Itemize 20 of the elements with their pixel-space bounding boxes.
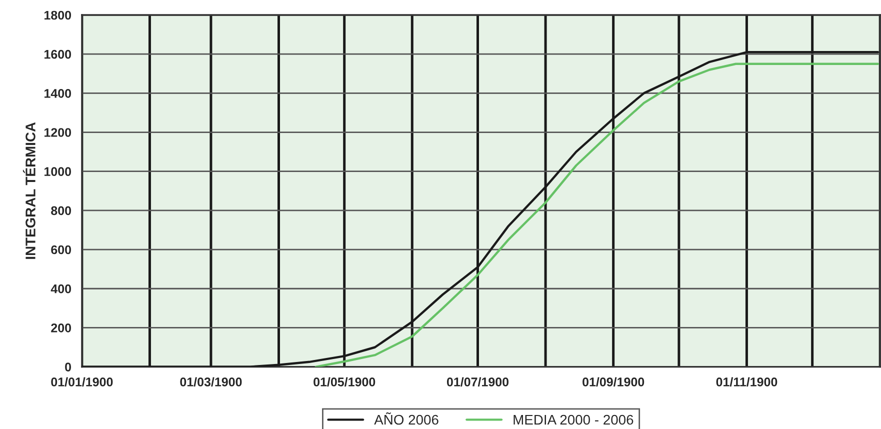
y-tick-label: 1400 — [44, 88, 72, 98]
legend-label: AÑO 2006 — [374, 412, 438, 425]
x-tick-label: 01/05/1900 — [314, 377, 376, 387]
x-tick-label: 01/09/1900 — [582, 377, 644, 387]
x-tick-label: 01/03/1900 — [180, 377, 242, 387]
y-axis-title: INTEGRAL TÉRMICA — [22, 122, 36, 259]
y-tick-label: 200 — [51, 324, 72, 332]
x-tick-label: 01/01/1900 — [51, 377, 113, 387]
y-tick-label: 800 — [51, 206, 72, 216]
y-tick-label: 1600 — [44, 50, 72, 59]
y-tick-label: 600 — [51, 245, 72, 254]
line-series — [314, 62, 880, 367]
legend-label: MEDIA 2000 - 2006 — [514, 414, 634, 425]
y-tick-label: 1200 — [44, 128, 72, 137]
y-tick-label: 0 — [65, 362, 72, 372]
y-tick-label: 400 — [50, 284, 72, 294]
x-tick-label: 01/11/1900 — [716, 377, 778, 387]
y-tick-label: 1000 — [44, 167, 72, 176]
x-tick-label: 01/07/1900 — [446, 377, 509, 387]
y-tick-label: 1800 — [44, 10, 72, 20]
